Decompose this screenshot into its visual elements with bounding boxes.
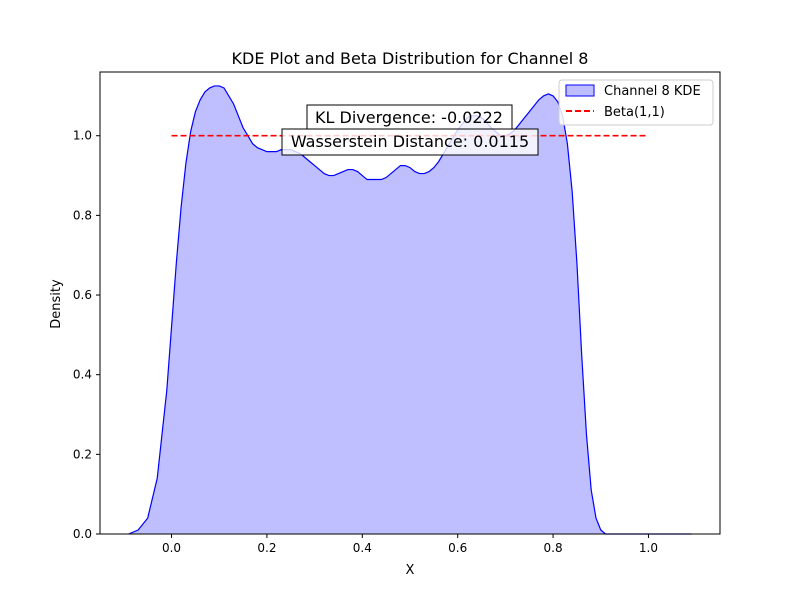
annotation-wasserstein: Wasserstein Distance: 0.0115 <box>281 128 539 156</box>
legend: Channel 8 KDE Beta(1,1) <box>558 79 714 126</box>
annotation-wasserstein-box <box>281 128 539 156</box>
legend-kde-label: Channel 8 KDE <box>604 84 701 99</box>
kde-curve-line <box>128 85 692 535</box>
plot-area: 0.0 0.2 0.4 0.6 0.8 1.0 0.0 0.2 0.4 0.6 0.8 1.0 <box>73 71 721 555</box>
x-tick-label: 0.0 <box>162 541 181 555</box>
annotation-kl-box <box>306 104 513 130</box>
y-tick-label: 0.4 <box>73 368 92 382</box>
chart-title: KDE Plot and Beta Distribution for Chann… <box>232 49 589 68</box>
x-tick-label: 0.8 <box>544 541 563 555</box>
y-tick-label: 0.6 <box>73 288 92 302</box>
legend-frame <box>558 79 714 126</box>
x-tick-label: 0.4 <box>353 541 372 555</box>
y-tick-label: 0.2 <box>73 447 92 461</box>
y-axis-label: Density <box>49 279 64 329</box>
annotation-kl-text: KL Divergence: -0.0222 <box>315 108 503 127</box>
y-tick-label: 0.0 <box>73 527 92 541</box>
legend-kde-swatch <box>565 84 595 97</box>
x-tick-label: 1.0 <box>639 541 658 555</box>
y-tick-label: 1.0 <box>73 129 92 143</box>
x-tick-label: 0.6 <box>448 541 467 555</box>
annotation-wasserstein-text: Wasserstein Distance: 0.0115 <box>291 132 529 151</box>
legend-beta-label: Beta(1,1) <box>604 105 665 120</box>
y-tick-label: 0.8 <box>73 208 92 222</box>
axes-frame <box>99 71 721 535</box>
x-axis-label: X <box>406 563 415 578</box>
annotation-kl-divergence: KL Divergence: -0.0222 <box>306 104 513 130</box>
kde-fill-area <box>128 85 692 534</box>
x-tick-label: 0.2 <box>257 541 276 555</box>
